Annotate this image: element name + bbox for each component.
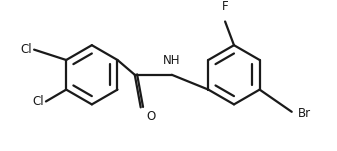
Text: Br: Br [298, 107, 311, 120]
Text: Cl: Cl [20, 43, 32, 56]
Text: F: F [222, 0, 228, 13]
Text: O: O [146, 110, 155, 123]
Text: Cl: Cl [32, 95, 43, 108]
Text: NH: NH [163, 53, 181, 66]
